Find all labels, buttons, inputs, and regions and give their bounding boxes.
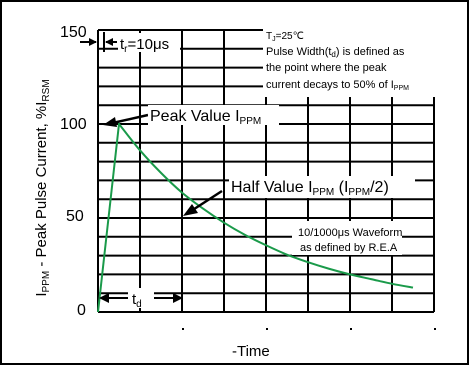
- tr-arrow-head-right: [105, 38, 113, 46]
- peak-label-bg: [148, 105, 279, 125]
- conditions-bg: [263, 27, 443, 97]
- td-arrow-head-left: [99, 293, 109, 303]
- tr-label-t: t: [120, 36, 125, 53]
- conditions-line-2: the point where the peak: [266, 62, 387, 74]
- conditions-tj: TJ=25℃: [266, 31, 304, 43]
- peak-arrow-head: [103, 117, 117, 127]
- waveform-line-2: as defined by R.E.A: [300, 242, 398, 254]
- conditions-line-1: Pulse Width(td) is defined as: [266, 46, 405, 59]
- waveform-bg: [292, 221, 402, 255]
- half-annotation: Half Value IPPM (IPPM/2): [183, 176, 415, 216]
- waveform-line-1: 10/1000μs Waveform: [298, 227, 402, 239]
- y-axis-title-sub-2: RSM: [41, 79, 52, 101]
- y-axis-title-part-2: - Peak Pulse Current, %I: [33, 102, 50, 271]
- y-tick-label: 150: [60, 24, 87, 41]
- conditions-line-3: current decays to 50% of IPPM: [266, 79, 409, 92]
- tr-label: tr=10μs: [120, 36, 169, 55]
- td-annotation: td: [99, 288, 183, 310]
- y-tick-label: 0: [77, 302, 86, 319]
- series-layer: [97, 121, 414, 313]
- x-tick-marks: [182, 328, 436, 330]
- tr-label-sub: r: [124, 44, 128, 55]
- y-axis-title: IPPM - Peak Pulse Current, %IRSM: [33, 79, 52, 296]
- peak-label: Peak Value IPPM: [150, 108, 261, 127]
- x-tick-mark: [350, 328, 352, 330]
- half-arrow-head: [183, 204, 198, 216]
- tr-arrow-head-left: [89, 38, 97, 46]
- peak-annotation: Peak Value IPPM: [103, 105, 279, 127]
- tr-label-rest: =10μs: [128, 36, 170, 53]
- y-axis-title-part-1: I: [33, 292, 50, 296]
- waveform-note: 10/1000μs Waveform as defined by R.E.A: [292, 221, 402, 255]
- tr-annotation: tr=10μs: [80, 32, 180, 55]
- half-label-bg: [229, 176, 415, 198]
- y-tick-label: 50: [66, 208, 84, 225]
- half-label: Half Value IPPM (IPPM/2): [231, 179, 389, 198]
- td-label: td: [132, 291, 142, 310]
- x-axis-title: -Time: [232, 343, 270, 360]
- x-tick-mark: [434, 328, 436, 330]
- td-arrow-head-right: [173, 293, 183, 303]
- series-line-0: [97, 121, 414, 313]
- x-tick-mark: [182, 328, 184, 330]
- x-tick-mark: [266, 328, 268, 330]
- tr-label-bg: [118, 33, 180, 52]
- y-tick-label: 100: [60, 116, 87, 133]
- y-axis-title-sub-1: PPM: [41, 271, 52, 293]
- conditions-note: TJ=25℃ Pulse Width(td) is defined as the…: [263, 27, 443, 97]
- td-label-bg: [128, 288, 154, 308]
